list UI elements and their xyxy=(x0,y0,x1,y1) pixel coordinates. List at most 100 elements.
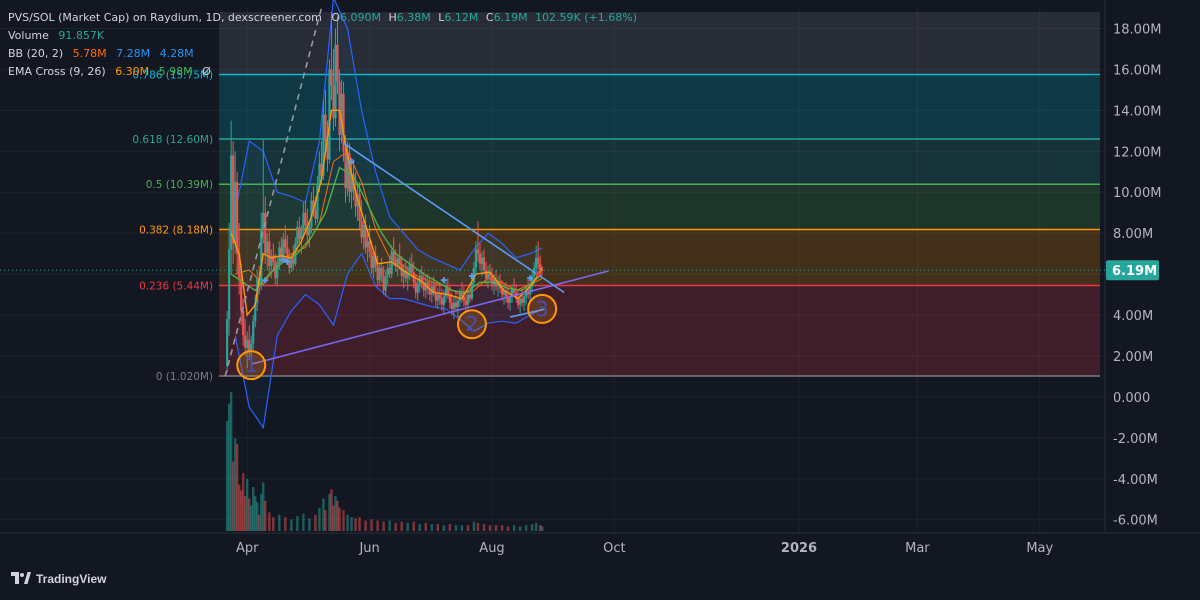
candle-body-24 xyxy=(274,261,277,279)
candle-body-59 xyxy=(344,151,347,189)
candle-body-85 xyxy=(396,257,399,266)
price-tick-10: -2.00M xyxy=(1113,432,1158,447)
volume-bar-52 xyxy=(418,524,421,531)
marker-label-2: 2 xyxy=(466,312,479,336)
candle-body-20 xyxy=(266,241,269,254)
volume-bar-17 xyxy=(260,493,263,531)
volume-bar-33 xyxy=(330,489,333,531)
candle-body-9 xyxy=(244,335,247,348)
candle-body-23 xyxy=(272,255,275,262)
candle-body-149 xyxy=(525,290,528,297)
volume-bar-66 xyxy=(500,525,504,531)
volume-bar-34 xyxy=(332,505,335,531)
candle-body-60 xyxy=(346,153,349,189)
candle-body-40 xyxy=(306,224,309,236)
fib-label-2: 0.5 (10.39M) xyxy=(146,179,213,191)
candle-body-22 xyxy=(270,255,273,266)
low-value: 6.12M xyxy=(444,11,479,24)
candle-body-37 xyxy=(300,231,303,240)
candle-body-138 xyxy=(502,290,506,295)
tradingview-brand[interactable]: TradingView xyxy=(11,572,106,586)
candle-body-0 xyxy=(226,319,229,367)
candle-body-97 xyxy=(420,276,423,283)
candle-body-70 xyxy=(366,241,369,248)
candle-body-137 xyxy=(500,288,504,295)
legend-bb-row[interactable]: BB (20, 2) 5.78M 7.28M 4.28M xyxy=(8,45,641,63)
marker-circle-2 xyxy=(456,309,487,340)
open-key: O xyxy=(331,11,341,24)
candle-body-50 xyxy=(326,141,329,160)
candle-body-118 xyxy=(462,296,466,301)
volume-bar-61 xyxy=(472,521,476,531)
candle-body-14 xyxy=(254,302,257,322)
volume-bar-38 xyxy=(342,510,345,531)
tradingview-logo-icon xyxy=(11,572,31,584)
volume-bar-9 xyxy=(243,496,247,531)
volume-bar-7 xyxy=(239,490,243,531)
ema-fast-value: 6.30M xyxy=(115,65,150,78)
open-value: 6.090M xyxy=(340,11,381,24)
volume-bar-44 xyxy=(370,519,373,531)
cross-mark-3 xyxy=(348,158,355,165)
candle-body-115 xyxy=(456,300,459,307)
volume-bar-74 xyxy=(540,526,544,531)
cross-mark-6 xyxy=(527,275,534,282)
candle-body-148 xyxy=(523,296,526,303)
candle-body-132 xyxy=(490,276,494,285)
volume-bar-41 xyxy=(354,518,357,531)
numbered-markers[interactable]: 1 2 3 xyxy=(236,293,558,381)
candle-body-38 xyxy=(302,212,305,232)
volume-bar-62 xyxy=(476,522,480,531)
candle-body-41 xyxy=(308,227,311,236)
volume-bar-24 xyxy=(290,519,293,531)
candle-body-27 xyxy=(280,247,283,258)
candle-body-125 xyxy=(476,249,480,254)
volume-bar-47 xyxy=(388,520,391,531)
legend-ema-row[interactable]: EMA Cross (9, 26) 6.30M 5.98M Ø xyxy=(8,63,641,81)
candle-body-64 xyxy=(354,190,357,207)
candle-body-62 xyxy=(350,173,353,193)
legend-symbol-row: PVS/SOL (Market Cap) on Raydium, 1D, dex… xyxy=(8,9,641,27)
symbol-title[interactable]: PVS/SOL (Market Cap) on Raydium, 1D, dex… xyxy=(8,11,322,24)
volume-bar-58 xyxy=(454,525,458,531)
candle-body-6 xyxy=(238,253,241,279)
candle-body-110 xyxy=(446,288,449,295)
candle-body-57 xyxy=(340,93,343,135)
volume-bar-37 xyxy=(338,507,341,531)
volume-bar-65 xyxy=(494,525,498,531)
candle-body-74 xyxy=(374,255,377,266)
candle-body-91 xyxy=(408,263,411,275)
bb-basis-value: 5.78M xyxy=(72,47,107,60)
volume-bar-60 xyxy=(466,525,470,531)
volume-bar-40 xyxy=(350,517,353,531)
candle-body-95 xyxy=(416,284,419,293)
volume-bar-48 xyxy=(394,522,397,531)
candle-body-56 xyxy=(338,81,341,135)
price-tick-7: 4.00M xyxy=(1113,309,1153,324)
cross-mark-4 xyxy=(440,277,447,284)
time-axis[interactable]: Apr Jun Aug Oct 2026 Mar May xyxy=(0,532,1200,556)
candle-body-53 xyxy=(332,85,335,119)
legend-volume-row[interactable]: Volume 91.857K xyxy=(8,27,641,45)
fib-label-3: 0.382 (8.18M) xyxy=(139,224,213,236)
volume-bar-42 xyxy=(358,517,361,531)
cross-marks xyxy=(262,158,542,284)
candle-body-117 xyxy=(460,292,464,297)
dashed-uptrend xyxy=(224,7,323,377)
candle-body-156 xyxy=(539,263,542,270)
candle-body-75 xyxy=(376,265,379,281)
marker-circle-3 xyxy=(527,293,558,324)
volume-bar-27 xyxy=(308,518,311,531)
candle-body-113 xyxy=(452,302,455,309)
candle-body-71 xyxy=(368,241,371,252)
ema-cross xyxy=(230,109,543,317)
candle-body-129 xyxy=(484,270,488,279)
fibonacci-retracement[interactable]: 0.786 (15.75M) 0.618 (12.60M) 0.5 (10.39M)… xyxy=(132,12,1101,383)
candle-body-55 xyxy=(336,44,339,82)
candle-body-107 xyxy=(440,298,443,305)
price-tick-1: 16.00M xyxy=(1113,63,1161,78)
candle-body-3 xyxy=(232,155,235,244)
candle-body-30 xyxy=(286,247,289,260)
